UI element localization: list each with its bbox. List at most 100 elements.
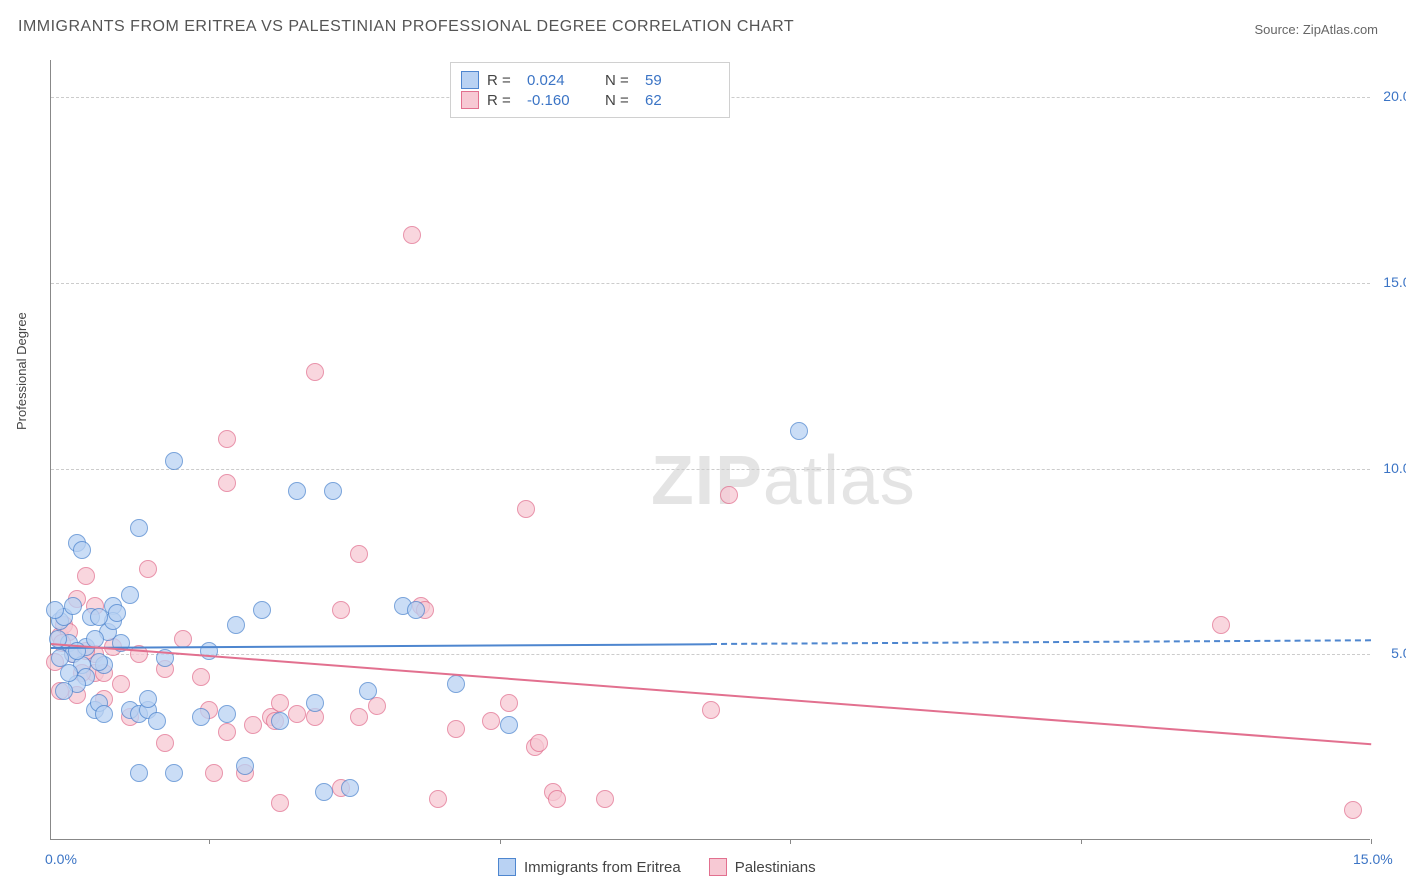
scatter-point-b [1212, 616, 1230, 634]
scatter-point-b [500, 694, 518, 712]
legend-swatch-b [461, 91, 479, 109]
scatter-point-a [192, 708, 210, 726]
y-tick-label: 10.0% [1373, 460, 1406, 476]
scatter-point-a [407, 601, 425, 619]
scatter-point-b [288, 705, 306, 723]
legend-n-label: N = [605, 92, 637, 109]
x-tick-label: 0.0% [45, 851, 77, 867]
y-axis-label: Professional Degree [14, 312, 29, 430]
scatter-point-b [332, 601, 350, 619]
scatter-point-b [139, 560, 157, 578]
trend-line-a [51, 643, 711, 649]
scatter-point-a [55, 682, 73, 700]
scatter-point-b [77, 567, 95, 585]
grid-line [51, 283, 1370, 284]
scatter-point-b [1344, 801, 1362, 819]
correlation-legend: R = 0.024 N = 59 R = -0.160 N = 62 [450, 62, 730, 118]
scatter-point-a [95, 705, 113, 723]
scatter-point-a [315, 783, 333, 801]
scatter-point-b [244, 716, 262, 734]
scatter-point-a [288, 482, 306, 500]
scatter-point-a [51, 649, 69, 667]
scatter-point-b [403, 226, 421, 244]
scatter-point-b [548, 790, 566, 808]
y-tick-label: 5.0% [1373, 645, 1406, 661]
scatter-point-b [271, 794, 289, 812]
grid-line [51, 654, 1370, 655]
scatter-point-b [530, 734, 548, 752]
scatter-point-b [350, 708, 368, 726]
scatter-point-b [720, 486, 738, 504]
scatter-point-b [596, 790, 614, 808]
scatter-point-a [139, 690, 157, 708]
y-tick-label: 20.0% [1373, 88, 1406, 104]
scatter-point-b [205, 764, 223, 782]
x-tick [1081, 839, 1082, 844]
scatter-point-a [165, 452, 183, 470]
scatter-point-a [121, 586, 139, 604]
legend-r-label: R = [487, 92, 519, 109]
x-tick [790, 839, 791, 844]
scatter-point-a [236, 757, 254, 775]
x-tick [209, 839, 210, 844]
legend-row-a: R = 0.024 N = 59 [461, 71, 715, 89]
watermark: ZIPatlas [651, 440, 916, 520]
legend-item-b: Palestinians [709, 858, 816, 876]
scatter-point-b [429, 790, 447, 808]
grid-line [51, 469, 1370, 470]
scatter-point-a [90, 608, 108, 626]
trend-line-a-dashed [711, 639, 1371, 645]
scatter-point-a [306, 694, 324, 712]
legend-item-a: Immigrants from Eritrea [498, 858, 681, 876]
scatter-point-a [130, 764, 148, 782]
scatter-point-a [90, 653, 108, 671]
scatter-point-b [350, 545, 368, 563]
scatter-point-a [218, 705, 236, 723]
scatter-point-b [218, 723, 236, 741]
scatter-point-a [148, 712, 166, 730]
scatter-point-a [73, 541, 91, 559]
scatter-point-b [447, 720, 465, 738]
scatter-point-b [192, 668, 210, 686]
scatter-point-a [46, 601, 64, 619]
scatter-point-a [790, 422, 808, 440]
legend-n-value-b: 62 [645, 92, 715, 109]
scatter-plot: ZIPatlas 5.0%10.0%15.0%20.0%0.0%15.0% [50, 60, 1370, 840]
scatter-point-b [112, 675, 130, 693]
scatter-point-a [253, 601, 271, 619]
legend-n-label: N = [605, 72, 637, 89]
scatter-point-a [64, 597, 82, 615]
scatter-point-b [271, 694, 289, 712]
legend-r-value-a: 0.024 [527, 72, 597, 89]
legend-r-label: R = [487, 72, 519, 89]
y-tick-label: 15.0% [1373, 274, 1406, 290]
scatter-point-a [165, 764, 183, 782]
scatter-point-a [324, 482, 342, 500]
legend-n-value-a: 59 [645, 72, 715, 89]
x-tick-label: 15.0% [1353, 851, 1393, 867]
legend-label-b: Palestinians [735, 859, 816, 876]
chart-title: IMMIGRANTS FROM ERITREA VS PALESTINIAN P… [18, 18, 794, 36]
scatter-point-b [482, 712, 500, 730]
x-tick [500, 839, 501, 844]
scatter-point-b [218, 474, 236, 492]
x-tick [1371, 839, 1372, 844]
legend-label-a: Immigrants from Eritrea [524, 859, 681, 876]
scatter-point-b [156, 734, 174, 752]
legend-swatch-b [709, 858, 727, 876]
scatter-point-a [227, 616, 245, 634]
scatter-point-a [130, 519, 148, 537]
scatter-point-b [517, 500, 535, 518]
scatter-point-b [702, 701, 720, 719]
scatter-point-a [271, 712, 289, 730]
scatter-point-a [500, 716, 518, 734]
source-label: Source: ZipAtlas.com [1254, 22, 1378, 37]
scatter-point-a [447, 675, 465, 693]
scatter-point-a [341, 779, 359, 797]
scatter-point-a [359, 682, 377, 700]
scatter-point-b [218, 430, 236, 448]
legend-r-value-b: -0.160 [527, 92, 597, 109]
legend-row-b: R = -0.160 N = 62 [461, 91, 715, 109]
scatter-point-a [108, 604, 126, 622]
legend-swatch-a [461, 71, 479, 89]
